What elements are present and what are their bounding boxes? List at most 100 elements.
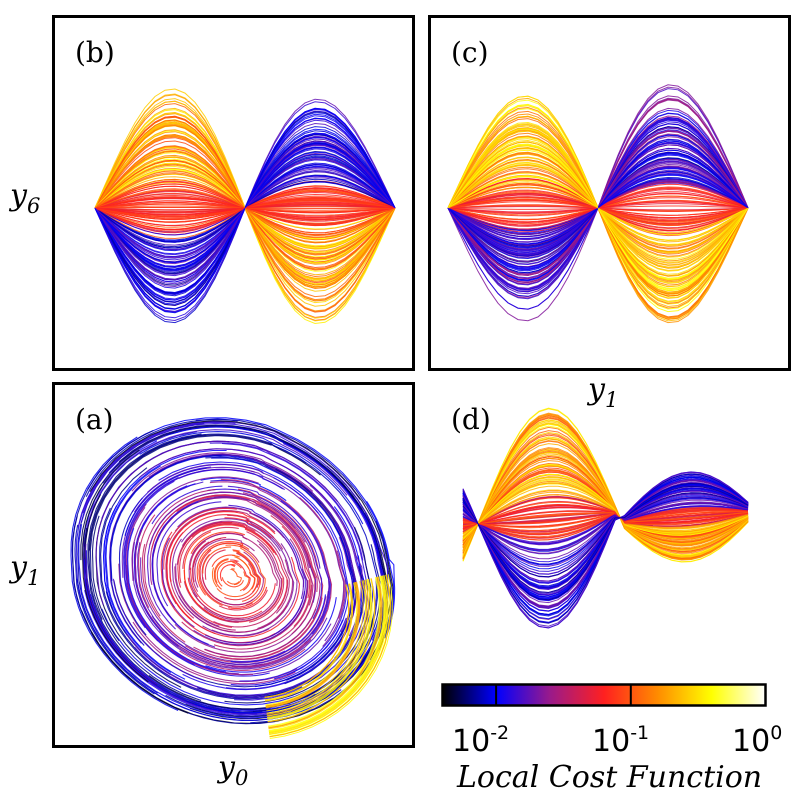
trajectory-line bbox=[132, 621, 296, 685]
trajectory-line bbox=[224, 517, 272, 539]
trajectory-line bbox=[149, 491, 306, 546]
trajectory-line bbox=[462, 485, 749, 594]
trajectory-line bbox=[281, 525, 311, 599]
trajectory-line bbox=[190, 531, 246, 554]
trajectory-line bbox=[267, 579, 372, 719]
trajectory-line bbox=[171, 538, 212, 627]
panel-c-trajectory bbox=[447, 84, 749, 324]
trajectory-line bbox=[268, 575, 386, 732]
trajectory-line bbox=[267, 578, 373, 720]
trajectory-line bbox=[462, 470, 749, 542]
trajectory-line bbox=[462, 492, 749, 578]
trajectory-line bbox=[169, 514, 248, 582]
trajectory-line bbox=[202, 546, 232, 574]
trajectory-line bbox=[447, 154, 749, 271]
colorbar-tick-2: 10-1 bbox=[592, 722, 650, 759]
trajectory-line bbox=[268, 577, 380, 727]
trajectory-line bbox=[131, 541, 328, 670]
trajectory-line bbox=[227, 514, 275, 538]
trajectory-line bbox=[180, 518, 281, 552]
trajectory-line bbox=[226, 580, 240, 585]
trajectory-line bbox=[95, 440, 339, 606]
trajectory-line bbox=[462, 494, 749, 572]
trajectory-line bbox=[196, 540, 250, 596]
trajectory-line bbox=[159, 630, 312, 669]
trajectory-line bbox=[267, 578, 376, 723]
trajectory-line bbox=[175, 563, 220, 627]
trajectory-line bbox=[462, 507, 749, 539]
trajectory-line bbox=[182, 521, 256, 548]
trajectory-line bbox=[141, 543, 186, 643]
trajectory-line bbox=[190, 567, 276, 617]
panel-b: (b) bbox=[52, 15, 415, 371]
trajectory-line bbox=[211, 543, 298, 637]
trajectory-line bbox=[90, 632, 189, 714]
trajectory-line bbox=[182, 526, 239, 569]
panel-a-label: (a) bbox=[75, 403, 114, 436]
trajectory-line bbox=[74, 524, 155, 695]
trajectory-line bbox=[99, 507, 303, 700]
trajectory-line bbox=[265, 581, 360, 708]
trajectory-line bbox=[280, 500, 331, 635]
trajectory-line bbox=[269, 574, 393, 739]
panel-a-trajectory bbox=[70, 417, 396, 739]
trajectory-line bbox=[462, 488, 749, 588]
trajectory-line bbox=[204, 603, 303, 644]
trajectory-line bbox=[193, 568, 308, 646]
panel-a-xlabel: y0 bbox=[218, 750, 249, 790]
trajectory-line bbox=[124, 480, 195, 666]
trajectory-line bbox=[224, 526, 372, 704]
trajectory-line bbox=[143, 488, 216, 617]
trajectory-line bbox=[118, 424, 387, 626]
trajectory-line bbox=[462, 501, 749, 531]
trajectory-line bbox=[200, 477, 287, 502]
trajectory-line bbox=[269, 575, 389, 735]
trajectory-line bbox=[156, 501, 222, 607]
trajectory-line bbox=[131, 452, 314, 492]
trajectory-line bbox=[462, 489, 749, 535]
trajectory-line bbox=[219, 564, 236, 582]
trajectory-line bbox=[266, 580, 364, 712]
panel-a-plot bbox=[70, 417, 396, 739]
trajectory-line bbox=[89, 434, 321, 551]
trajectory-line bbox=[239, 477, 348, 682]
panel-c: (c) bbox=[428, 15, 791, 371]
trajectory-line bbox=[265, 582, 359, 707]
trajectory-line bbox=[125, 503, 254, 676]
trajectory-line bbox=[91, 515, 120, 642]
trajectory-line bbox=[112, 578, 206, 682]
panel-d-plot bbox=[462, 407, 749, 629]
trajectory-line bbox=[462, 505, 749, 545]
trajectory-line bbox=[118, 497, 147, 636]
panel-b-label: (b) bbox=[75, 36, 115, 69]
trajectory-line bbox=[246, 531, 285, 623]
trajectory-line bbox=[105, 465, 186, 680]
trajectory-line bbox=[462, 512, 749, 527]
trajectory-line bbox=[204, 549, 226, 580]
trajectory-line bbox=[462, 482, 749, 537]
trajectory-line bbox=[176, 521, 223, 565]
trajectory-line bbox=[230, 617, 347, 686]
panel-c-label: (c) bbox=[451, 36, 489, 69]
trajectory-line bbox=[232, 554, 250, 569]
trajectory-line bbox=[80, 425, 355, 561]
trajectory-line bbox=[270, 515, 312, 627]
trajectory-line bbox=[462, 499, 749, 560]
trajectory-line bbox=[198, 542, 247, 607]
trajectory-line bbox=[80, 422, 389, 614]
trajectory-line bbox=[158, 461, 350, 676]
trajectory-line bbox=[179, 648, 306, 671]
trajectory-line bbox=[462, 422, 749, 557]
trajectory-line bbox=[123, 476, 179, 629]
trajectory-line bbox=[205, 456, 355, 681]
trajectory-line bbox=[225, 522, 357, 690]
trajectory-line bbox=[462, 508, 749, 536]
colorbar-title: Local Cost Function bbox=[457, 760, 763, 795]
trajectory-line bbox=[138, 448, 363, 590]
trajectory-line bbox=[139, 431, 364, 525]
trajectory-line bbox=[462, 510, 749, 528]
panel-c-xlabel: y1 bbox=[588, 372, 619, 412]
trajectory-line bbox=[462, 479, 749, 538]
trajectory-line bbox=[322, 550, 347, 647]
trajectory-line bbox=[229, 568, 242, 586]
